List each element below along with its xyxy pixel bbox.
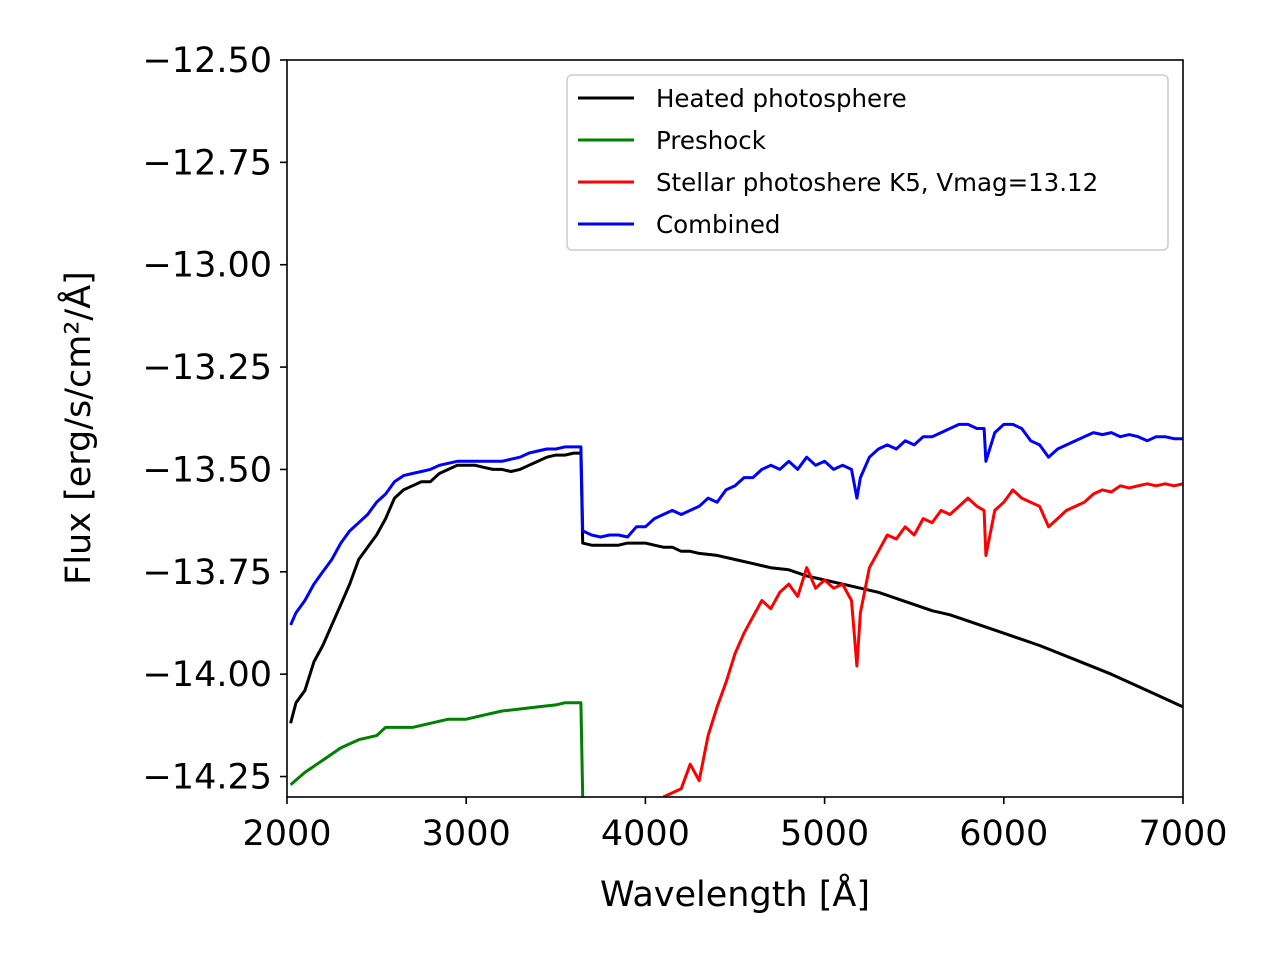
legend-label: Combined [656, 210, 780, 239]
y-tick-label: −13.50 [142, 450, 272, 490]
x-tick-label: 4000 [601, 814, 690, 854]
y-tick-label: −13.75 [142, 553, 272, 593]
y-tick-label: −14.25 [142, 758, 272, 798]
series-line-2 [662, 482, 1183, 797]
y-tick-label: −13.00 [142, 246, 272, 286]
legend: Heated photosphere Preshock Stellar photos… [566, 74, 1169, 251]
x-tick-label: 3000 [422, 814, 511, 854]
y-tick-label: −12.75 [142, 143, 272, 183]
legend-box [566, 74, 1169, 251]
x-axis: 2000 3000 4000 5000 6000 7000 [242, 797, 1228, 854]
y-axis-label: Flux [erg/s/cm²/Å] [56, 271, 99, 585]
y-tick-label: −13.25 [142, 348, 272, 388]
legend-label: Stellar photoshere K5, Vmag=13.12 [656, 168, 1098, 197]
series-line-3 [289, 422, 1183, 626]
plot-frame [286, 59, 1184, 798]
legend-label: Preshock [656, 126, 767, 155]
series-line-0 [289, 451, 1183, 724]
x-tick-label: 7000 [1138, 814, 1227, 854]
x-tick-label: 5000 [780, 814, 869, 854]
y-axis: −12.50 −12.75 −13.00 −13.25 −13.50 −13.75 −14.… [142, 41, 287, 798]
x-tick-label: 2000 [242, 814, 331, 854]
x-tick-label: 6000 [959, 814, 1048, 854]
series-layer [289, 422, 1183, 797]
x-axis-label: Wavelength [Å] [600, 872, 870, 915]
y-tick-label: −12.50 [142, 41, 272, 81]
y-tick-label: −14.00 [142, 655, 272, 695]
series-line-1 [289, 701, 585, 797]
legend-label: Heated photosphere [656, 84, 907, 113]
